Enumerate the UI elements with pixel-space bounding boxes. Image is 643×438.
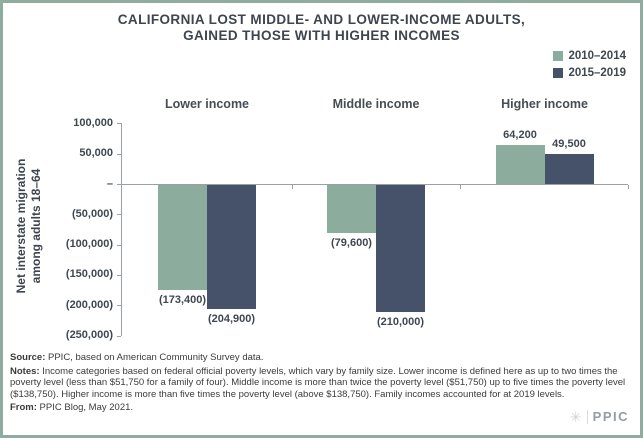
y-axis-tick-label: – [106,177,113,190]
bar-2015-2019-higher-income [544,154,594,184]
x-axis-tick [291,185,293,189]
source-line: Source: PPIC, based on American Communit… [10,352,628,364]
y-axis-tick-label: (250,000) [65,329,113,341]
from-line: From: PPIC Blog, May 2021. [10,402,628,414]
ppic-logo-text: PPIC [592,409,629,424]
ppic-logo: ✳ PPIC [565,409,629,425]
y-axis-line [120,123,122,336]
legend-swatch-2015-2019-icon [553,68,564,78]
plot-area: 100,000 50,000 – (50,000) (100,000) (150,000)… [3,3,640,435]
from-label: From: [10,402,37,413]
bar-2010-2014-middle-income [327,185,376,234]
notes-label: Notes: [10,365,40,377]
chart-title-line-2: GAINED THOSE WITH HIGHER INCOMES [183,28,460,43]
y-axis-tick [116,335,121,337]
legend-label-2015-2019: 2015–2019 [568,67,626,79]
from-text: PPIC Blog, May 2021. [36,402,134,413]
bar-value-label-2015-2019-middle-income: (210,000) [376,316,425,329]
footer: Source: PPIC, based on American Communit… [10,352,628,416]
source-label: Source: [10,352,46,363]
notes-line: Notes: Income categories based on federa… [10,366,628,401]
legend: 2010–2014 2015–2019 [553,50,626,79]
chart-title-line-1: CALIFORNIA LOST MIDDLE- AND LOWER-INCOME… [117,12,526,27]
category-label-higher-income: Higher income [501,97,588,111]
legend-label-2010-2014: 2010–2014 [568,50,626,62]
ppic-logo-divider [586,410,588,424]
legend-item-2015-2019: 2015–2019 [553,67,626,79]
bar-2010-2014-higher-income [495,145,545,184]
y-axis-tick-label: 100,000 [73,116,113,129]
x-axis-zero-line [120,184,628,185]
bar-2015-2019-lower-income [207,185,256,310]
notes-text: Income categories based on federal offic… [10,365,626,400]
legend-swatch-2010-2014-icon [553,51,564,61]
y-axis-tick-label: (200,000) [65,298,113,311]
category-label-middle-income: Middle income [332,97,420,111]
y-axis-tick-label: 50,000 [79,147,113,160]
bar-2010-2014-lower-income [158,185,207,291]
y-axis-tick [116,214,121,216]
y-axis-tick [116,244,121,246]
category-label-lower-income: Lower income [164,97,250,111]
y-axis-tick-label: (100,000) [65,238,113,251]
bar-value-label-2010-2014-lower-income: (173,400) [158,294,207,307]
source-text: PPIC, based on American Community Survey… [45,352,264,363]
bar-value-label-2015-2019-higher-income: 49,500 [552,138,586,150]
y-axis-tick [116,184,121,185]
legend-item-2010-2014: 2010–2014 [553,50,626,62]
bar-2015-2019-middle-income [376,185,425,313]
y-axis-tick [116,153,121,155]
bar-value-label-2010-2014-higher-income: 64,200 [503,129,537,142]
y-axis-tick [116,274,121,276]
y-axis-tick [116,123,121,125]
x-axis-tick [628,185,629,189]
bar-value-label-2010-2014-middle-income: (79,600) [331,237,372,250]
ppic-starburst-icon: ✳ [569,409,582,425]
chart-title: CALIFORNIA LOST MIDDLE- AND LOWER-INCOME… [3,12,640,44]
y-axis-tick [116,305,121,307]
y-axis-tick-label: (150,000) [65,268,113,281]
y-axis-tick-label: (50,000) [72,207,113,220]
bar-value-label-2015-2019-lower-income: (204,900) [207,313,256,326]
x-axis-tick [459,185,461,189]
